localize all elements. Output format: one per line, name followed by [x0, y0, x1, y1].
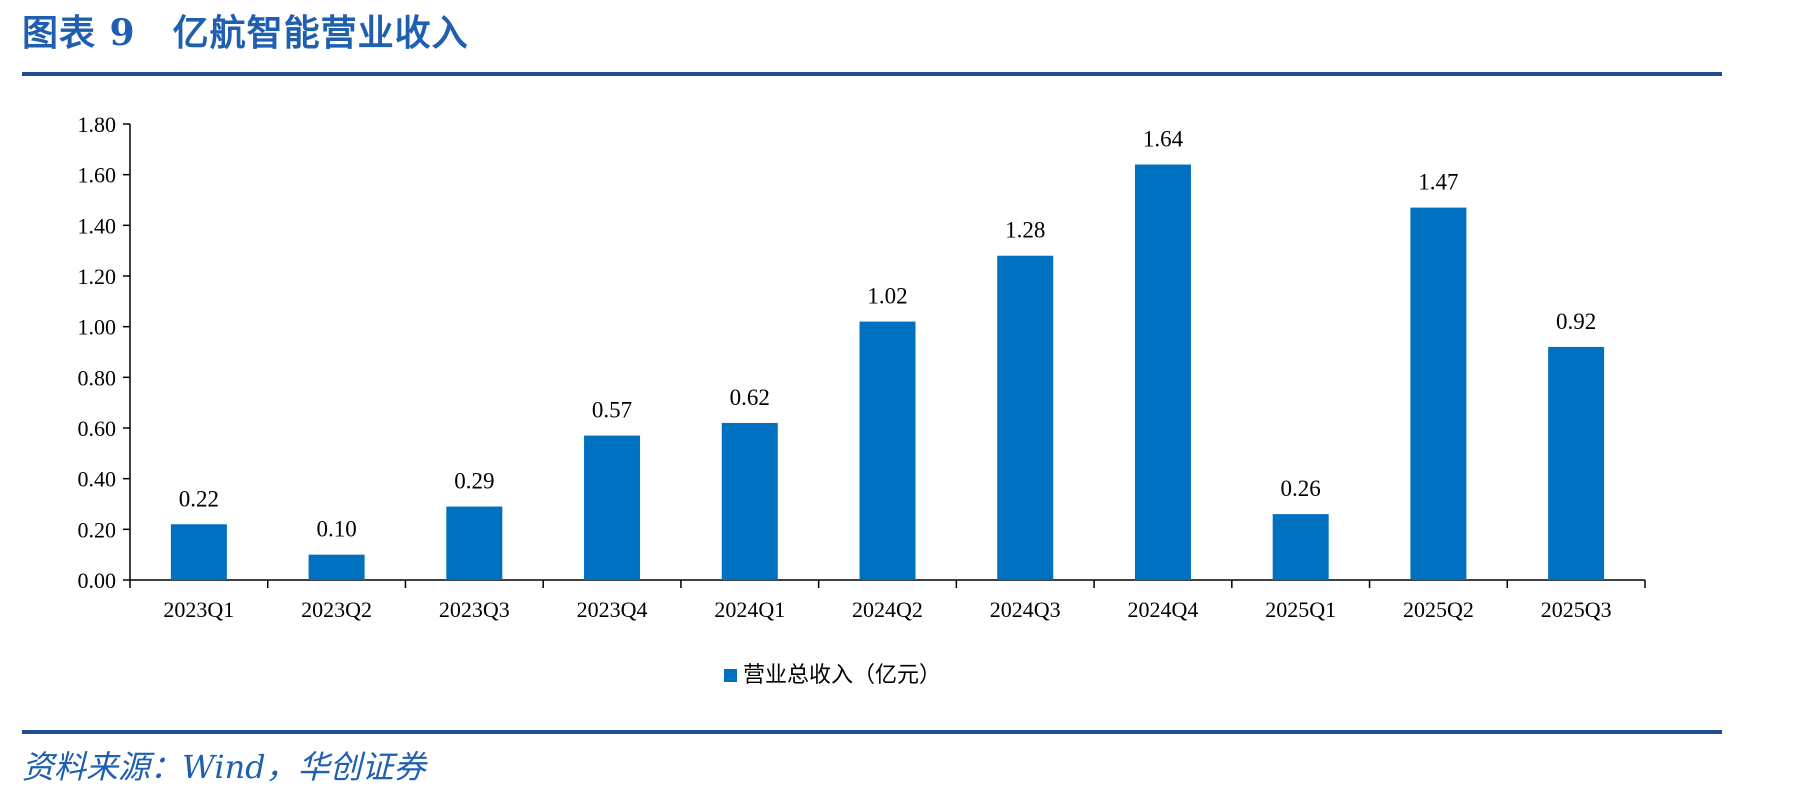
y-tick-label: 0.00 — [78, 568, 117, 593]
data-label: 1.64 — [1143, 127, 1184, 152]
x-tick-label: 2025Q2 — [1403, 597, 1474, 622]
x-tick-label: 2024Q1 — [714, 597, 785, 622]
x-tick-label: 2024Q2 — [852, 597, 923, 622]
bar — [446, 506, 503, 580]
y-tick-label: 1.40 — [78, 213, 117, 238]
y-tick-label: 1.00 — [78, 315, 117, 340]
data-label: 0.26 — [1281, 476, 1321, 501]
x-tick-label: 2024Q4 — [1128, 597, 1199, 622]
data-label: 0.62 — [730, 385, 770, 410]
x-tick-label: 2023Q4 — [577, 597, 648, 622]
legend: 营业总收入（亿元） — [724, 662, 941, 687]
y-tick-label: 0.20 — [78, 517, 117, 542]
bar — [997, 255, 1054, 580]
bars — [170, 164, 1605, 581]
bar — [1410, 207, 1467, 580]
bar — [584, 435, 641, 580]
y-tick-label: 1.20 — [78, 264, 117, 289]
y-tick-label: 1.60 — [78, 163, 117, 188]
data-label: 1.02 — [867, 284, 907, 309]
bar — [1272, 514, 1329, 580]
revenue-bar-chart: 0.00 0.20 0.40 0.60 0.80 1.00 1.20 1.40 1.60 1.80… — [78, 112, 1646, 687]
legend-swatch — [724, 669, 737, 682]
bar — [1548, 346, 1605, 580]
bar — [1134, 164, 1191, 581]
x-tick-label: 2023Q2 — [301, 597, 372, 622]
data-label: 1.47 — [1418, 170, 1458, 195]
data-label: 1.28 — [1005, 218, 1045, 243]
source-note: 资料来源：Wind，华创证券 — [22, 748, 426, 786]
bar — [859, 321, 916, 580]
data-label: 0.10 — [316, 517, 356, 542]
data-label: 0.22 — [179, 486, 219, 511]
data-labels: 0.22 0.10 0.29 0.57 0.62 1.02 1.28 1.64 0.26 1.47… — [179, 127, 1597, 542]
bar — [170, 524, 227, 580]
bar — [308, 554, 365, 580]
x-tick-label: 2024Q3 — [990, 597, 1061, 622]
x-tick-label: 2023Q3 — [439, 597, 510, 622]
y-tick-label: 0.40 — [78, 467, 117, 492]
y-tick-label: 0.60 — [78, 416, 117, 441]
figure-title: 图表 9 亿航智能营业收入 — [22, 12, 469, 54]
top-divider — [22, 72, 1722, 76]
bottom-divider — [22, 730, 1722, 734]
y-tick-label: 0.80 — [78, 365, 117, 390]
bar — [721, 422, 778, 580]
x-tick-label: 2025Q1 — [1265, 597, 1336, 622]
legend-label: 营业总收入（亿元） — [743, 662, 941, 687]
y-axis: 0.00 0.20 0.40 0.60 0.80 1.00 1.20 1.40 1.60 1.80 — [78, 112, 131, 593]
x-tick-label: 2023Q1 — [163, 597, 234, 622]
x-axis: 2023Q1 2023Q2 2023Q3 2023Q4 2024Q1 2024Q2 2024… — [129, 579, 1646, 622]
y-tick-label: 1.80 — [78, 112, 117, 137]
data-label: 0.92 — [1556, 309, 1596, 334]
data-label: 0.29 — [454, 469, 494, 494]
data-label: 0.57 — [592, 398, 632, 423]
x-tick-label: 2025Q3 — [1541, 597, 1612, 622]
